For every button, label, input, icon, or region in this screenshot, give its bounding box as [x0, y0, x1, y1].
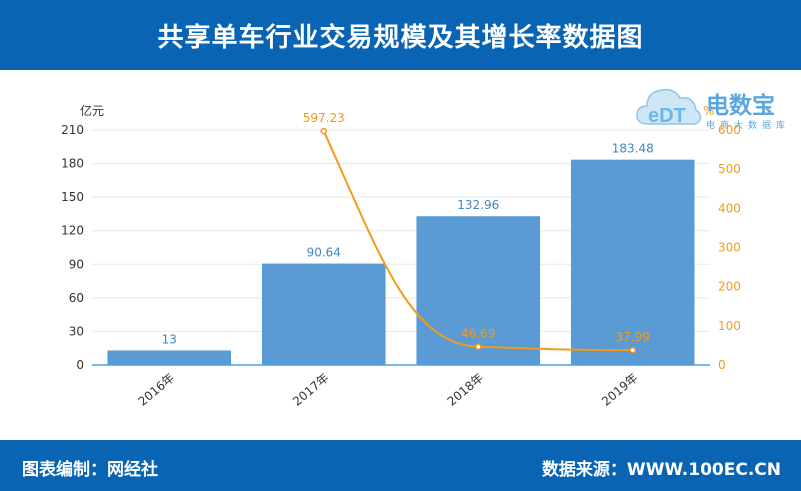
- bar-value-label: 90.64: [307, 246, 341, 260]
- y-tick-label-right: 200: [718, 280, 741, 294]
- bar-value-label: 183.48: [612, 142, 654, 156]
- logo-brand: 电数宝: [706, 93, 775, 119]
- bar: [416, 216, 541, 365]
- line-series: 597.23 46.69 37.99: [303, 111, 650, 354]
- bar-value-labels: 13 90.64 132.96 183.48: [162, 142, 654, 347]
- footer-bar: 图表编制：网经社 数据来源：WWW.100EC.CN: [0, 440, 801, 491]
- x-tick-label: 2019年: [599, 371, 641, 409]
- bar: [570, 159, 695, 365]
- bar: [107, 350, 232, 365]
- footer-credit: 图表编制：网经社: [22, 460, 158, 480]
- footer-source: 数据来源：WWW.100EC.CN: [541, 460, 781, 480]
- chart-title: 共享单车行业交易规模及其增长率数据图: [157, 22, 644, 53]
- line-point: [475, 343, 482, 350]
- x-tick-label: 2016年: [136, 371, 178, 409]
- y-tick-label-right: 500: [718, 162, 741, 176]
- x-tick-label: 2018年: [445, 371, 487, 409]
- y-axis-label-left: 亿元: [80, 103, 104, 118]
- y-tick-label-left: 120: [61, 224, 84, 238]
- bar-value-label: 13: [162, 332, 177, 346]
- x-tick-label: 2017年: [290, 371, 332, 409]
- logo: eDT 电数宝 电商大数据库: [634, 80, 794, 140]
- y-tick-label-left: 60: [69, 291, 84, 305]
- line-value-label: 37.99: [616, 330, 650, 344]
- line-value-label: 46.69: [461, 327, 495, 341]
- bar-line-chart: 13 90.64 132.96 183.48 597.23 46.69 37.99 0 30…: [61, 103, 741, 409]
- line-value-label: 597.23: [303, 111, 345, 125]
- y-tick-label-left: 30: [69, 324, 84, 338]
- cloud-edt-icon: eDT: [636, 88, 702, 127]
- bar: [261, 263, 386, 365]
- y-tick-label-right: 100: [718, 319, 741, 333]
- y-tick-label-left: 90: [69, 257, 84, 271]
- line-point: [629, 346, 636, 354]
- y-tick-label-right: 600: [718, 123, 741, 137]
- bar-value-label: 132.96: [457, 198, 499, 212]
- growth-line: [322, 130, 633, 352]
- bar-series: [107, 159, 695, 365]
- y-tick-label-left: 180: [61, 157, 84, 171]
- y-tick-label-left: 210: [61, 123, 84, 137]
- y-tick-label-right: 400: [718, 201, 741, 215]
- y-tick-label-left: 150: [61, 190, 84, 204]
- y-tick-label-right: 300: [718, 241, 741, 255]
- logo-subtitle: 电商大数据库: [706, 121, 791, 131]
- y-tick-label-right: 0: [718, 358, 726, 372]
- y-axis-label-right: %: [703, 104, 714, 118]
- gridlines: [92, 129, 710, 332]
- svg-text:eDT: eDT: [648, 105, 686, 127]
- y-tick-label-left: 0: [76, 358, 84, 372]
- title-bar: 共享单车行业交易规模及其增长率数据图: [0, 0, 801, 70]
- line-point: [320, 127, 327, 135]
